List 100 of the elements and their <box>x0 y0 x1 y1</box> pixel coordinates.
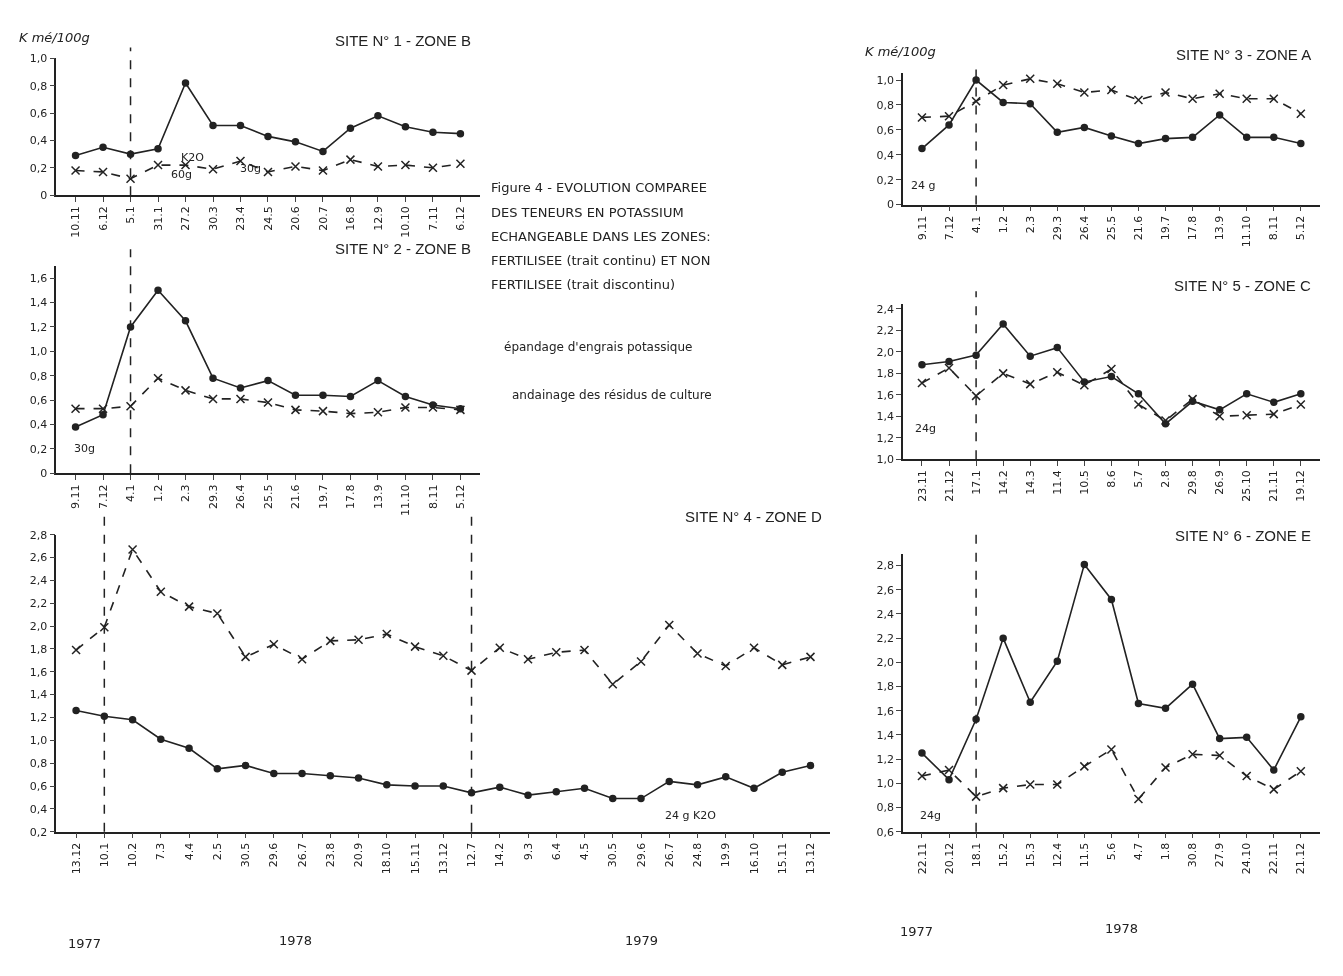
point <box>99 622 110 632</box>
point <box>579 645 590 655</box>
x-tick-label: 23.8 <box>323 842 337 868</box>
point <box>428 163 438 173</box>
x-tick-label: 5.1 <box>124 206 138 224</box>
point <box>1187 93 1198 104</box>
point <box>1269 409 1279 419</box>
chart-title: SITE N° 6 - ZONE E <box>1175 527 1312 544</box>
y-tick-label: 1,2 <box>29 711 48 725</box>
point <box>263 397 273 408</box>
y-tick-label: 0 <box>887 198 895 212</box>
x-tick-label: 10.1 <box>97 842 111 868</box>
x-tick-label: 6.12 <box>454 206 467 231</box>
point <box>1053 657 1062 665</box>
point <box>153 160 163 170</box>
y-axis-title: K mé/100g <box>865 44 936 59</box>
x-tick-label: 4.1 <box>969 215 983 234</box>
point <box>1215 406 1224 414</box>
point <box>213 765 222 773</box>
x-tick-label: 26.4 <box>1077 215 1091 241</box>
annotation: 24 g K2O <box>665 809 717 822</box>
point <box>971 391 981 401</box>
y-tick-label: 0 <box>40 467 48 481</box>
point <box>126 323 135 331</box>
point <box>972 351 980 359</box>
point <box>1242 390 1251 398</box>
x-tick-label: 2.8 <box>1159 470 1173 488</box>
y-tick-label: 2,0 <box>876 345 895 359</box>
y-tick-label: 0,6 <box>876 123 895 137</box>
point <box>552 787 561 796</box>
point <box>664 620 675 630</box>
point <box>609 794 617 803</box>
y-tick-label: 2,8 <box>876 559 895 573</box>
point <box>373 161 383 172</box>
point <box>999 634 1007 642</box>
x-tick-label: 27.9 <box>1213 842 1227 868</box>
y-tick-label: 1,2 <box>29 320 48 334</box>
x-tick-label: 30.8 <box>1186 842 1200 868</box>
point <box>1080 123 1089 132</box>
point <box>971 96 981 106</box>
point <box>270 769 278 778</box>
x-tick-label: 6.12 <box>96 206 110 231</box>
x-tick-label: 21.12 <box>942 470 956 502</box>
y-tick-label: 2,6 <box>29 551 48 565</box>
y-tick-label: 2,4 <box>876 302 895 316</box>
x-tick-label: 7.3 <box>154 842 168 861</box>
point <box>99 143 107 152</box>
x-tick-label: 30.5 <box>239 842 253 868</box>
annotation: 30g <box>240 162 261 175</box>
x-tick-label: 25.5 <box>1104 215 1118 241</box>
point <box>998 80 1008 90</box>
annotation: 24g <box>920 809 941 822</box>
text: andainage des résidus de culture <box>512 388 712 402</box>
x-tick-label: 4.7 <box>1132 842 1146 861</box>
x-tick-label: 10.5 <box>1077 470 1091 495</box>
point <box>456 129 465 138</box>
point <box>235 394 246 404</box>
point <box>806 761 815 770</box>
x-tick-label: 27.2 <box>179 206 193 231</box>
point <box>466 665 477 676</box>
y-tick-label: 0,6 <box>876 825 895 839</box>
point <box>71 645 81 655</box>
point <box>298 769 306 778</box>
point <box>1025 779 1035 790</box>
x-tick-label: 20.9 <box>352 842 366 868</box>
point <box>180 160 191 170</box>
annotation: 24 g <box>911 179 936 192</box>
x-tick-label: 11.10 <box>399 484 413 517</box>
text: épandage d'engrais potassique <box>504 340 693 354</box>
x-tick-label: 6.4 <box>549 842 563 861</box>
point <box>721 661 731 671</box>
x-tick-label: 2.3 <box>1023 215 1037 234</box>
point <box>1188 133 1197 142</box>
x-tick-label: 24.10 <box>1240 842 1254 875</box>
y-tick-label: 0,4 <box>29 134 48 148</box>
point <box>71 151 80 160</box>
point <box>291 138 300 146</box>
point <box>1107 372 1116 381</box>
point <box>290 405 301 415</box>
x-tick-label: 12.7 <box>465 842 479 868</box>
point <box>1241 93 1252 104</box>
y-tick-label: 2,2 <box>876 632 895 646</box>
x-tick-label: 9.11 <box>69 484 83 510</box>
x-tick-label: 30.3 <box>206 206 220 231</box>
x-tick-label: 10.10 <box>399 206 413 238</box>
x-tick-label: 9.11 <box>915 215 929 241</box>
x-tick-label: 8.11 <box>426 484 440 510</box>
y-tick-label: 0,8 <box>29 757 48 770</box>
y-tick-label: 1,0 <box>29 52 48 66</box>
x-tick-label: 19.9 <box>719 842 733 868</box>
point <box>154 144 162 153</box>
point <box>998 783 1008 793</box>
point <box>240 652 251 662</box>
chart-title: SITE N° 2 - ZONE B <box>335 240 472 257</box>
point <box>70 403 81 414</box>
x-tick-label: 30.5 <box>606 842 620 868</box>
x-tick-label: 8.11 <box>1267 215 1281 241</box>
point <box>291 391 300 399</box>
point <box>374 376 382 385</box>
point <box>692 648 703 659</box>
